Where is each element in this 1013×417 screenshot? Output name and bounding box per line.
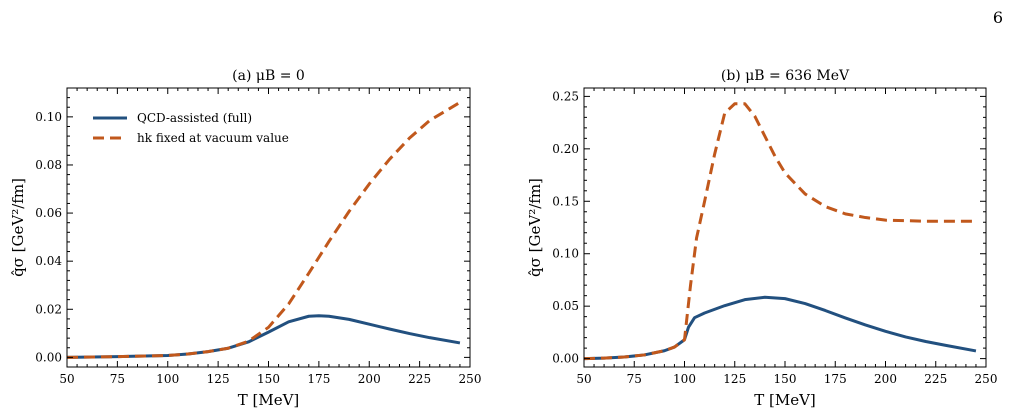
y-tick-label: 0.25 bbox=[552, 89, 579, 103]
x-tick-label: 200 bbox=[874, 372, 897, 386]
y-tick-label: 0.08 bbox=[35, 158, 62, 172]
y-tick-label: 0.06 bbox=[35, 206, 62, 220]
x-axis-label: T [MeV] bbox=[754, 391, 816, 409]
series-line-hk-fixed bbox=[67, 101, 461, 359]
x-tick-label: 175 bbox=[824, 372, 847, 386]
y-tick-label: 0.15 bbox=[552, 194, 579, 208]
x-tick-label: 150 bbox=[257, 372, 280, 386]
x-tick-label: 225 bbox=[924, 372, 947, 386]
legend-entry: QCD-assisted (full) bbox=[137, 111, 252, 125]
series-line-qcd-full bbox=[584, 295, 977, 361]
chart-title: (a) μB = 0 bbox=[232, 68, 305, 84]
y-axis-label: q̂σ [GeV²/fm] bbox=[9, 178, 27, 277]
axes-frame bbox=[583, 87, 987, 368]
legend: QCD-assisted (full) hk fixed at vacuum va… bbox=[93, 111, 289, 145]
x-tick-label: 250 bbox=[975, 372, 998, 386]
x-tick-label: 175 bbox=[307, 372, 330, 386]
y-axis-label: q̂σ [GeV²/fm] bbox=[526, 178, 544, 277]
series-line-qcd-full bbox=[67, 314, 461, 359]
x-tick-label: 100 bbox=[156, 372, 179, 386]
x-tick-label: 125 bbox=[207, 372, 230, 386]
y-tick-label: 0.02 bbox=[35, 302, 62, 316]
y-tick-label: 0.00 bbox=[552, 352, 579, 366]
x-tick-label: 50 bbox=[576, 372, 591, 386]
series-line-hk-fixed bbox=[584, 102, 976, 361]
x-tick-label: 75 bbox=[627, 372, 642, 386]
x-tick-label: 125 bbox=[723, 372, 746, 386]
x-tick-label: 250 bbox=[459, 372, 482, 386]
y-tick-label: 0.10 bbox=[552, 247, 579, 261]
y-tick-label: 0.05 bbox=[552, 299, 579, 313]
panel-b: (b) μB = 636 MeV 50 75 100 125 150 175 200 225 25… bbox=[526, 68, 997, 409]
x-tick-label: 75 bbox=[110, 372, 125, 386]
x-tick-label: 200 bbox=[358, 372, 381, 386]
page-number: 6 bbox=[992, 8, 1003, 27]
y-tick-label: 0.00 bbox=[35, 350, 62, 364]
x-tick-label: 50 bbox=[59, 372, 74, 386]
x-tick-label: 225 bbox=[408, 372, 431, 386]
y-tick-label: 0.04 bbox=[35, 254, 62, 268]
legend-entry: hk fixed at vacuum value bbox=[137, 131, 289, 145]
y-tick-label: 0.20 bbox=[552, 142, 579, 156]
x-tick-label: 100 bbox=[673, 372, 696, 386]
chart-title: (b) μB = 636 MeV bbox=[721, 68, 850, 84]
panel-a: (a) μB = 0 50 75 100 125 150 175 200 225 250 0.00 0… bbox=[9, 68, 481, 409]
x-axis-label: T [MeV] bbox=[238, 391, 300, 409]
x-tick-label: 150 bbox=[774, 372, 797, 386]
y-tick-label: 0.10 bbox=[35, 110, 62, 124]
